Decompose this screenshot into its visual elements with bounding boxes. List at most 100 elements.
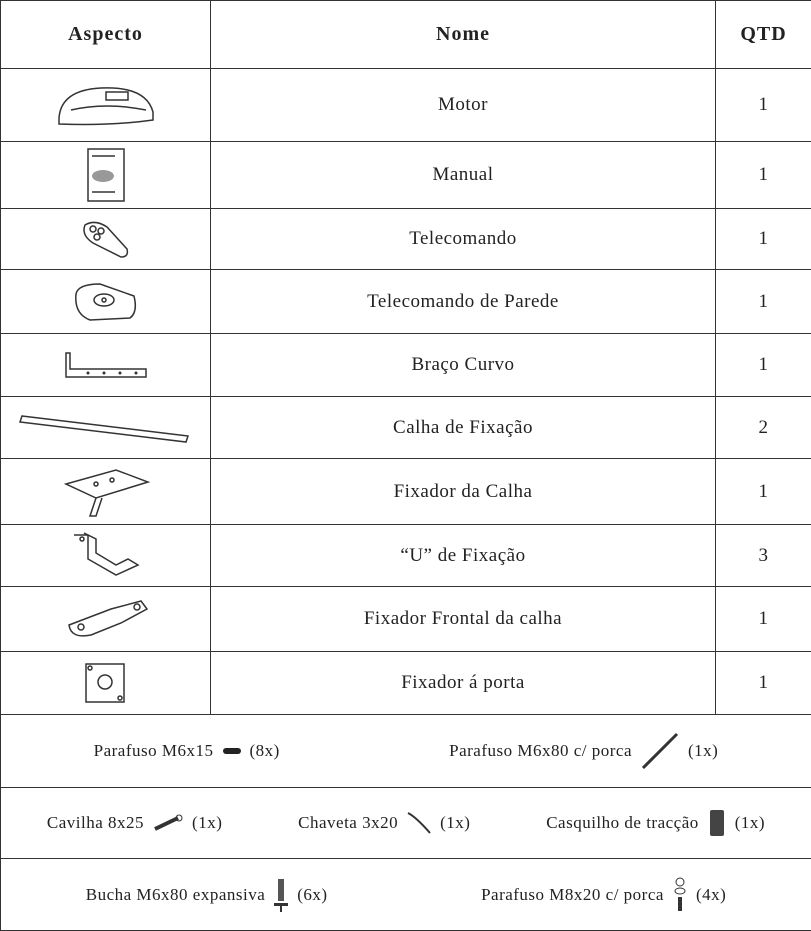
item-icon — [668, 877, 692, 913]
bottom-items: Bucha M6x80 expansiva (6x) Parafuso M8x20 … — [1, 859, 811, 930]
qty-cell: 1 — [716, 142, 811, 209]
name-cell: Fixador da Calha — [211, 459, 716, 525]
aspect-cell — [1, 397, 211, 459]
qty-cell: 1 — [716, 209, 811, 270]
hardware-icon — [672, 877, 688, 913]
item-count: (6x) — [297, 885, 327, 905]
aspect-cell — [1, 652, 211, 715]
item-icon — [269, 877, 293, 913]
item-count: (1x) — [735, 813, 765, 833]
header-row: Aspecto Nome QTD — [1, 1, 811, 69]
bottom-items: Cavilha 8x25(1x)Chaveta 3x20(1x)Casquilh… — [1, 788, 811, 858]
item-count: (4x) — [696, 885, 726, 905]
part-icon — [79, 217, 133, 261]
bottom-items: Parafuso M6x15 (8x) Parafuso M6x80 c/ porc… — [1, 715, 811, 787]
qty-cell: 1 — [716, 270, 811, 334]
item-icon — [218, 745, 246, 757]
part-icon — [61, 595, 151, 643]
header-cell: Nome — [211, 1, 716, 69]
item-label: Parafuso M6x80 c/ porca — [449, 741, 632, 761]
hardware-item: Cavilha 8x25 (1x) — [47, 813, 222, 833]
aspect-cell — [1, 142, 211, 209]
item-label: Parafuso M6x15 — [94, 741, 214, 761]
part-icon — [56, 464, 156, 520]
header-cell: QTD — [716, 1, 811, 69]
bottom-cell: Bucha M6x80 expansiva (6x) Parafuso M8x20 … — [1, 859, 811, 931]
name-cell: Calha de Fixação — [211, 397, 716, 459]
hardware-icon — [707, 808, 727, 838]
bottom-row: Parafuso M6x15 (8x) Parafuso M6x80 c/ porc… — [1, 715, 811, 788]
qty-cell: 1 — [716, 587, 811, 652]
name-cell: “U” de Fixação — [211, 525, 716, 587]
item-label: Bucha M6x80 expansiva — [86, 885, 266, 905]
hardware-item: Parafuso M6x15 (8x) — [94, 741, 280, 761]
aspect-cell — [1, 270, 211, 334]
item-icon — [703, 808, 731, 838]
part-icon — [51, 80, 161, 130]
aspect-cell — [1, 587, 211, 652]
name-cell: Motor — [211, 69, 716, 142]
qty-cell: 2 — [716, 397, 811, 459]
name-cell: Fixador Frontal da calha — [211, 587, 716, 652]
name-cell: Telecomando — [211, 209, 716, 270]
qty-cell: 3 — [716, 525, 811, 587]
hardware-icon — [152, 813, 184, 833]
part-icon — [80, 658, 132, 708]
hardware-icon — [273, 877, 289, 913]
hardware-item: Bucha M6x80 expansiva (6x) — [86, 877, 328, 913]
qty-cell: 1 — [716, 69, 811, 142]
bottom-row: Cavilha 8x25(1x)Chaveta 3x20(1x)Casquilh… — [1, 788, 811, 859]
name-cell: Manual — [211, 142, 716, 209]
hardware-icon — [640, 731, 680, 771]
aspect-cell — [1, 525, 211, 587]
aspect-cell — [1, 459, 211, 525]
bottom-row: Bucha M6x80 expansiva (6x) Parafuso M8x20 … — [1, 859, 811, 931]
item-count: (1x) — [688, 741, 718, 761]
aspect-cell — [1, 209, 211, 270]
header-cell: Aspecto — [1, 1, 211, 69]
item-icon — [636, 731, 684, 771]
item-count: (8x) — [250, 741, 280, 761]
item-count: (1x) — [192, 813, 222, 833]
bottom-cell: Cavilha 8x25(1x)Chaveta 3x20(1x)Casquilh… — [1, 788, 811, 859]
part-icon — [85, 146, 127, 204]
hardware-item: Parafuso M8x20 c/ porca (4x) — [481, 877, 726, 913]
name-cell: Telecomando de Parede — [211, 270, 716, 334]
aspect-cell — [1, 69, 211, 142]
bottom-cell: Parafuso M6x15 (8x) Parafuso M6x80 c/ porc… — [1, 715, 811, 788]
hardware-item: Casquilho de tracção (1x) — [546, 808, 765, 838]
part-icon — [70, 278, 142, 326]
item-label: Casquilho de tracção — [546, 813, 699, 833]
qty-cell: 1 — [716, 652, 811, 715]
hardware-item: Chaveta 3x20 (1x) — [298, 811, 470, 835]
item-count: (1x) — [440, 813, 470, 833]
part-icon — [66, 529, 146, 583]
name-cell: Braço Curvo — [211, 334, 716, 397]
item-label: Parafuso M8x20 c/ porca — [481, 885, 664, 905]
hardware-icon — [222, 745, 242, 757]
item-label: Chaveta 3x20 — [298, 813, 398, 833]
item-icon — [148, 813, 188, 833]
qty-cell: 1 — [716, 334, 811, 397]
item-icon — [402, 811, 436, 835]
part-icon — [60, 347, 152, 383]
part-icon — [18, 408, 193, 448]
name-cell: Fixador á porta — [211, 652, 716, 715]
hardware-item: Parafuso M6x80 c/ porca (1x) — [449, 731, 718, 771]
hardware-icon — [406, 811, 432, 835]
item-label: Cavilha 8x25 — [47, 813, 144, 833]
aspect-cell — [1, 334, 211, 397]
qty-cell: 1 — [716, 459, 811, 525]
